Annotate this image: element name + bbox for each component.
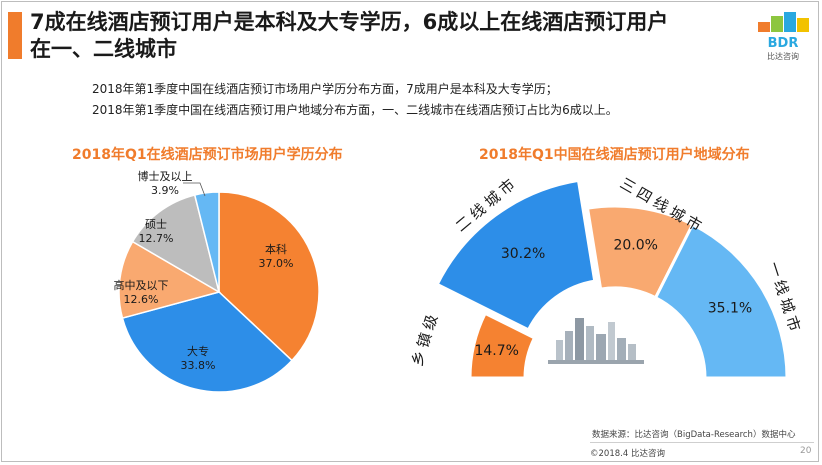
region-slice-name-0: 乡镇级 xyxy=(408,309,443,369)
education-pie-label-name-3: 硕士 xyxy=(145,218,167,231)
data-source: 数据来源：比达咨询（BigData-Research）数据中心 xyxy=(592,430,796,440)
education-pie-label-name-1: 大专 xyxy=(187,344,209,358)
education-pie-slice-4 xyxy=(193,191,220,293)
region-slice-value-2: 20.0% xyxy=(613,238,657,254)
title-accent-bar xyxy=(8,12,22,59)
chart-title-education: 2018年Q1在线酒店预订市场用户学历分布 xyxy=(72,147,343,163)
description-line-2: 2018年第1季度中国在线酒店预订用户地域分布方面，一、二线城市在线酒店预订占比… xyxy=(92,103,618,117)
city-skyline-illustration xyxy=(548,318,644,364)
page-title: 7成在线酒店预订用户是本科及大专学历，6成以上在线酒店预订用户 在一、二线城市 xyxy=(30,9,750,63)
region-slice-value-3: 35.1% xyxy=(708,300,752,316)
logo-subtext: 比达咨询 xyxy=(767,51,799,61)
education-pie-label-value-1: 33.8% xyxy=(181,359,216,372)
footer-divider xyxy=(590,442,814,443)
education-pie-slice-2 xyxy=(118,240,221,320)
chart-title-region: 2018年Q1中国在线酒店预订用户地域分布 xyxy=(479,147,750,163)
title-line-2: 在一、二线城市 xyxy=(30,37,177,61)
education-pie-slice-3 xyxy=(131,194,221,294)
education-pie-label-name-0: 本科 xyxy=(265,242,287,256)
education-pie-label-name-2: 高中及以下 xyxy=(114,278,169,292)
region-slice-1 xyxy=(435,178,597,332)
education-pie-label-value-3: 12.7% xyxy=(139,232,174,245)
region-slice-0 xyxy=(468,311,537,380)
page-number: 20 xyxy=(800,446,812,456)
bdr-logo: BDR 比达咨询 xyxy=(758,12,809,61)
region-slice-3 xyxy=(653,222,789,380)
copyright: ©2018.4 比达咨询 xyxy=(590,449,665,459)
education-pie-slice-0 xyxy=(218,191,320,362)
education-pie-slice-1 xyxy=(121,291,293,393)
education-pie-label-value-2: 12.6% xyxy=(124,293,159,306)
logo-text: BDR xyxy=(768,36,799,51)
education-pie-leader-line xyxy=(183,182,206,197)
education-pie-label-value-4: 3.9% xyxy=(151,184,179,197)
title-line-1: 7成在线酒店预订用户是本科及大专学历，6成以上在线酒店预订用户 xyxy=(30,10,669,34)
region-slice-value-1: 30.2% xyxy=(501,246,545,262)
education-pie-label-name-4: 博士及以上 xyxy=(138,170,193,183)
region-slice-value-0: 14.7% xyxy=(474,343,518,359)
education-pie-label-value-0: 37.0% xyxy=(259,257,294,270)
description-line-1: 2018年第1季度中国在线酒店预订市场用户学历分布方面，7成用户是本科及大专学历… xyxy=(92,82,558,96)
